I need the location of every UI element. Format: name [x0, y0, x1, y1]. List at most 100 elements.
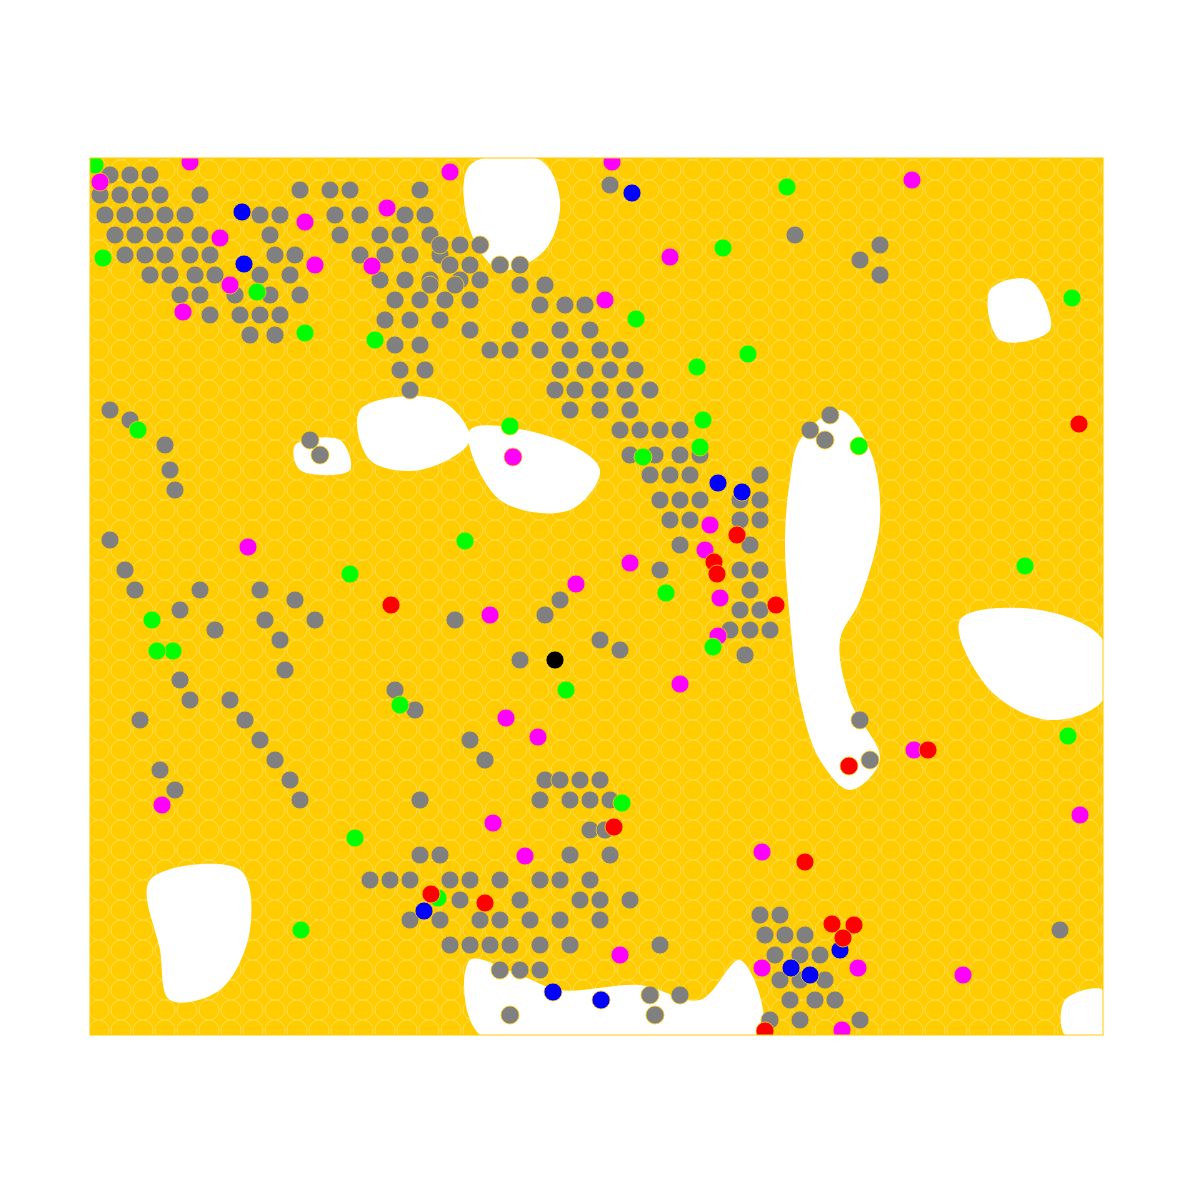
cell: [561, 341, 579, 359]
cell: [571, 771, 589, 789]
cell: [235, 255, 253, 273]
cell: [561, 401, 579, 419]
cell: [741, 581, 759, 599]
series-0: [147, 158, 1103, 1035]
cell: [266, 326, 284, 344]
cell: [551, 771, 569, 789]
cell: [261, 226, 279, 244]
cell: [511, 321, 529, 339]
cell: [441, 871, 459, 889]
cell: [371, 226, 389, 244]
cell: [233, 203, 251, 221]
cell: [186, 266, 204, 284]
cell: [709, 474, 727, 492]
cell: [651, 491, 669, 509]
cell: [382, 596, 400, 614]
cell: [481, 936, 499, 954]
cell: [176, 206, 194, 224]
cell: [840, 757, 858, 775]
cell: [826, 991, 844, 1009]
cell: [271, 206, 289, 224]
cell: [511, 276, 529, 294]
cell: [801, 421, 819, 439]
cell: [161, 266, 179, 284]
cell: [782, 959, 800, 977]
cell: [206, 266, 224, 284]
cell: [491, 961, 509, 979]
cell: [211, 229, 229, 247]
cell: [567, 575, 585, 593]
cell: [471, 271, 489, 289]
series-6: [546, 651, 564, 669]
cell: [116, 561, 134, 579]
cell: [714, 239, 732, 257]
cell: [191, 581, 209, 599]
cell: [521, 911, 539, 929]
cell: [781, 991, 799, 1009]
cell: [411, 791, 429, 809]
tissue-texture: [90, 158, 1103, 1035]
cell: [256, 611, 274, 629]
cell: [796, 926, 814, 944]
cell: [415, 902, 433, 920]
cell: [386, 336, 404, 354]
cell: [592, 991, 610, 1009]
cell: [461, 256, 479, 274]
cell: [341, 565, 359, 583]
cell: [126, 226, 144, 244]
cell: [954, 966, 972, 984]
cell: [311, 446, 329, 464]
cell: [181, 691, 199, 709]
cell: [623, 184, 641, 202]
cell: [401, 381, 419, 399]
cell: [671, 536, 689, 554]
cell: [849, 959, 867, 977]
plot-frame: [90, 158, 1103, 1035]
cell: [751, 561, 769, 579]
cell: [601, 176, 619, 194]
cell: [661, 248, 679, 266]
cell: [557, 681, 575, 699]
cell: [291, 181, 309, 199]
cell: [231, 306, 249, 324]
cell: [731, 561, 749, 579]
cell: [919, 741, 937, 759]
cell: [631, 421, 649, 439]
gap-region: [958, 608, 1103, 720]
cell: [436, 291, 454, 309]
cell: [161, 461, 179, 479]
cell: [531, 961, 549, 979]
cell: [461, 291, 479, 309]
cell: [634, 448, 652, 466]
cell: [516, 847, 534, 865]
cell: [451, 236, 469, 254]
cell: [306, 611, 324, 629]
cell: [331, 226, 349, 244]
cell: [851, 711, 869, 729]
cell: [688, 358, 706, 376]
cell: [391, 696, 409, 714]
cell: [1016, 557, 1034, 575]
cell: [566, 381, 584, 399]
cell: [156, 246, 174, 264]
cell: [441, 163, 459, 181]
cell: [708, 565, 726, 583]
cell: [691, 491, 709, 509]
cell: [704, 638, 722, 656]
cell: [657, 584, 675, 602]
cell: [121, 166, 139, 184]
cell: [641, 986, 659, 1004]
gap-region: [468, 425, 600, 513]
cell: [378, 199, 396, 217]
cell: [376, 311, 394, 329]
cell: [611, 641, 629, 659]
cell: [771, 906, 789, 924]
cell: [1063, 289, 1081, 307]
cell: [411, 846, 429, 864]
cell: [271, 306, 289, 324]
gap-region: [464, 958, 764, 1035]
cell: [181, 246, 199, 264]
cell: [111, 186, 129, 204]
cell: [296, 324, 314, 342]
cell: [501, 1006, 519, 1024]
